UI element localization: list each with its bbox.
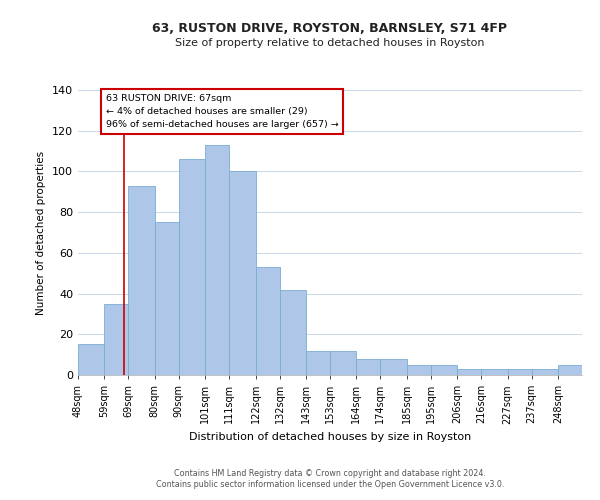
Text: 63, RUSTON DRIVE, ROYSTON, BARNSLEY, S71 4FP: 63, RUSTON DRIVE, ROYSTON, BARNSLEY, S71… bbox=[152, 22, 508, 36]
Bar bbox=[229, 172, 256, 375]
Bar bbox=[78, 344, 104, 375]
Bar bbox=[179, 159, 205, 375]
Bar bbox=[380, 358, 407, 375]
Bar bbox=[457, 369, 481, 375]
Bar bbox=[558, 365, 582, 375]
Bar bbox=[532, 369, 558, 375]
Bar bbox=[356, 358, 380, 375]
Bar bbox=[104, 304, 128, 375]
Bar bbox=[407, 365, 431, 375]
X-axis label: Distribution of detached houses by size in Royston: Distribution of detached houses by size … bbox=[189, 432, 471, 442]
Y-axis label: Number of detached properties: Number of detached properties bbox=[37, 150, 46, 314]
Bar bbox=[306, 350, 330, 375]
Bar bbox=[431, 365, 457, 375]
Bar bbox=[256, 267, 280, 375]
Text: Contains public sector information licensed under the Open Government Licence v3: Contains public sector information licen… bbox=[156, 480, 504, 489]
Text: 63 RUSTON DRIVE: 67sqm
← 4% of detached houses are smaller (29)
96% of semi-deta: 63 RUSTON DRIVE: 67sqm ← 4% of detached … bbox=[106, 94, 338, 130]
Bar bbox=[155, 222, 179, 375]
Bar bbox=[205, 145, 229, 375]
Bar bbox=[508, 369, 532, 375]
Bar bbox=[481, 369, 508, 375]
Bar bbox=[128, 186, 155, 375]
Text: Size of property relative to detached houses in Royston: Size of property relative to detached ho… bbox=[175, 38, 485, 48]
Bar bbox=[280, 290, 306, 375]
Bar bbox=[330, 350, 356, 375]
Text: Contains HM Land Registry data © Crown copyright and database right 2024.: Contains HM Land Registry data © Crown c… bbox=[174, 468, 486, 477]
